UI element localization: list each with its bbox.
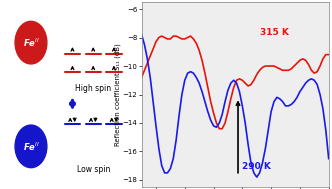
- Text: Fe$^{II}$: Fe$^{II}$: [23, 140, 40, 153]
- Circle shape: [15, 21, 47, 64]
- Text: High spin: High spin: [75, 84, 111, 93]
- Circle shape: [15, 125, 47, 168]
- Text: Fe$^{II}$: Fe$^{II}$: [23, 36, 40, 49]
- Text: 315 K: 315 K: [260, 28, 289, 37]
- Text: 290 K: 290 K: [242, 162, 271, 171]
- Y-axis label: Reflection coefficient S₁₁ (dB): Reflection coefficient S₁₁ (dB): [115, 43, 121, 146]
- Text: Low spin: Low spin: [76, 165, 110, 174]
